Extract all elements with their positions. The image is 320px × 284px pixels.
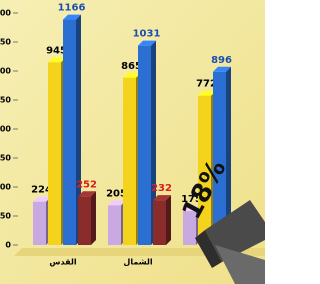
chart: 015030045060075090010501200القدس22494511…: [0, 0, 265, 284]
x-tick-label: الشمال: [123, 258, 152, 267]
data-label: 1031: [133, 29, 161, 40]
y-tick-label: 750: [0, 96, 11, 105]
y-tick-label: 1200: [0, 9, 11, 18]
bar: [153, 200, 166, 245]
y-tick-label: 900: [0, 67, 11, 76]
y-tick-label: 300: [0, 183, 11, 192]
y-tick-label: 150: [0, 212, 11, 221]
bar: [48, 62, 61, 245]
y-tick-label: 1050: [0, 38, 11, 47]
bar: [33, 202, 46, 245]
data-label: 252: [76, 179, 97, 190]
bar-side: [91, 191, 96, 245]
data-label: 896: [211, 55, 232, 66]
bar: [108, 205, 121, 245]
bar: [63, 20, 76, 245]
bar: [78, 196, 91, 245]
x-tick-label: القدس: [49, 258, 76, 268]
data-label: 232: [151, 183, 172, 194]
bar: [138, 46, 151, 245]
y-tick-label: 0: [5, 241, 11, 250]
y-tick-label: 450: [0, 154, 11, 163]
bar: [123, 78, 136, 245]
y-tick-label: 600: [0, 125, 11, 134]
bar-side: [166, 195, 171, 245]
data-label: 1166: [58, 3, 86, 14]
